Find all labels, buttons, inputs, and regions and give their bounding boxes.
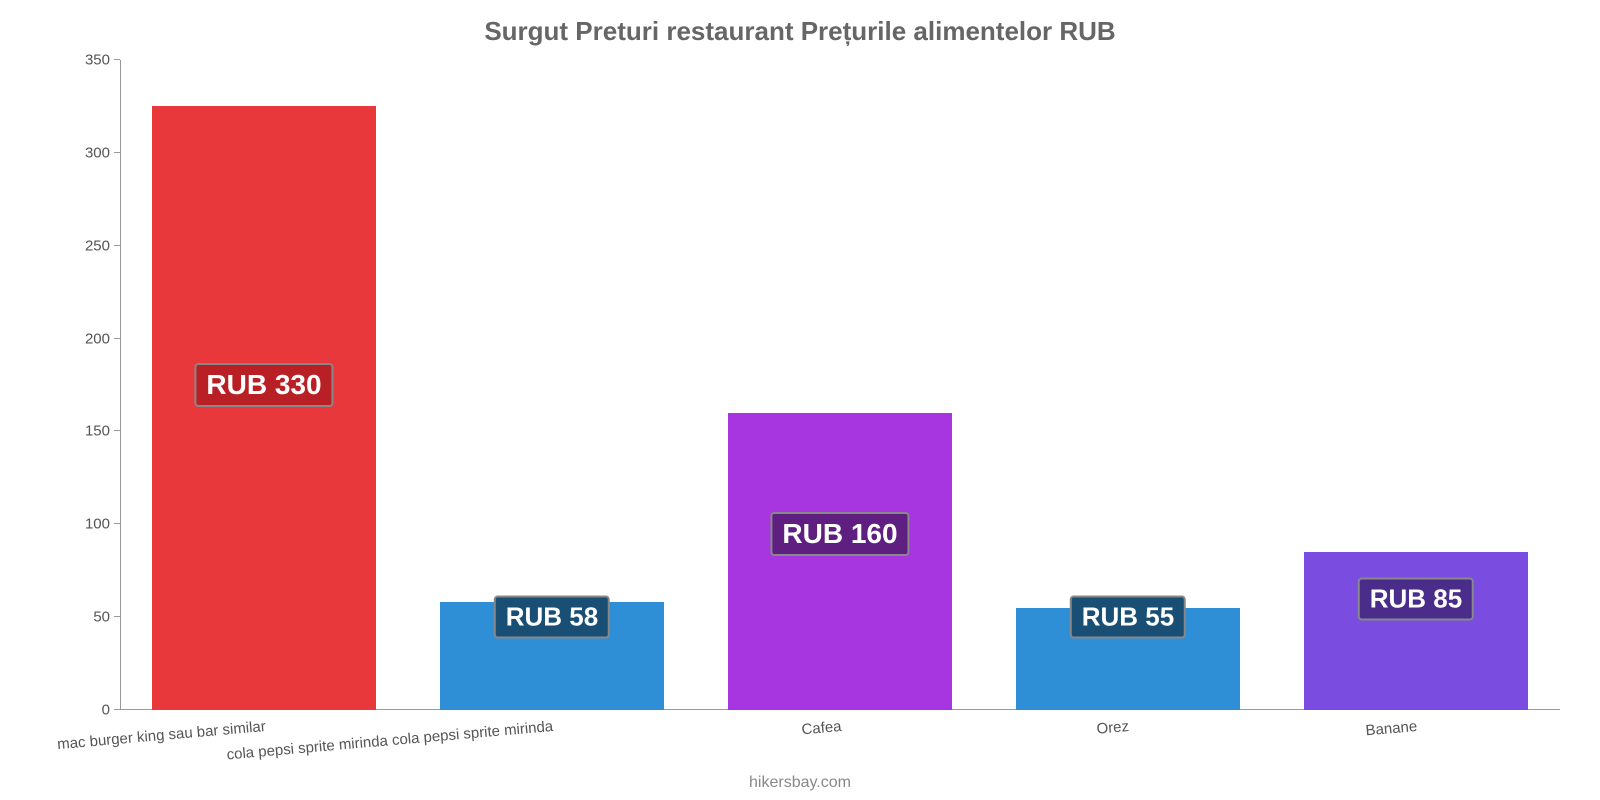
y-tick-label: 350 (85, 52, 120, 69)
y-tick-mark (114, 430, 120, 431)
bar-value-label: RUB 85 (1358, 577, 1474, 620)
y-tick-mark (114, 709, 120, 710)
price-bar (152, 106, 377, 710)
y-tick-mark (114, 59, 120, 60)
attribution-text: hikersbay.com (749, 774, 851, 792)
y-tick-mark (114, 616, 120, 617)
x-tick-label: cola pepsi sprite mirinda cola pepsi spr… (226, 710, 555, 763)
chart-title: Surgut Preturi restaurant Prețurile alim… (0, 0, 1600, 47)
y-tick-label: 150 (85, 423, 120, 440)
price-bar (1304, 552, 1529, 710)
y-tick-label: 300 (85, 144, 120, 161)
y-axis-line (120, 60, 121, 710)
y-tick-mark (114, 245, 120, 246)
y-tick-label: 50 (93, 609, 120, 626)
y-tick-mark (114, 152, 120, 153)
price-bar-chart: Surgut Preturi restaurant Prețurile alim… (0, 0, 1600, 800)
bar-value-label: RUB 330 (194, 363, 333, 407)
plot-area: 050100150200250300350RUB 330mac burger k… (120, 60, 1560, 710)
price-bar (728, 413, 953, 710)
y-tick-label: 100 (85, 516, 120, 533)
bar-value-label: RUB 160 (770, 512, 909, 556)
x-tick-label: Banane (1364, 710, 1418, 739)
y-tick-label: 250 (85, 237, 120, 254)
bar-value-label: RUB 55 (1070, 596, 1186, 639)
y-tick-label: 200 (85, 330, 120, 347)
y-tick-mark (114, 523, 120, 524)
bar-value-label: RUB 58 (494, 596, 610, 639)
x-tick-label: Cafea (800, 710, 842, 738)
y-tick-mark (114, 338, 120, 339)
y-tick-label: 0 (102, 702, 120, 719)
x-tick-label: Orez (1096, 710, 1131, 738)
